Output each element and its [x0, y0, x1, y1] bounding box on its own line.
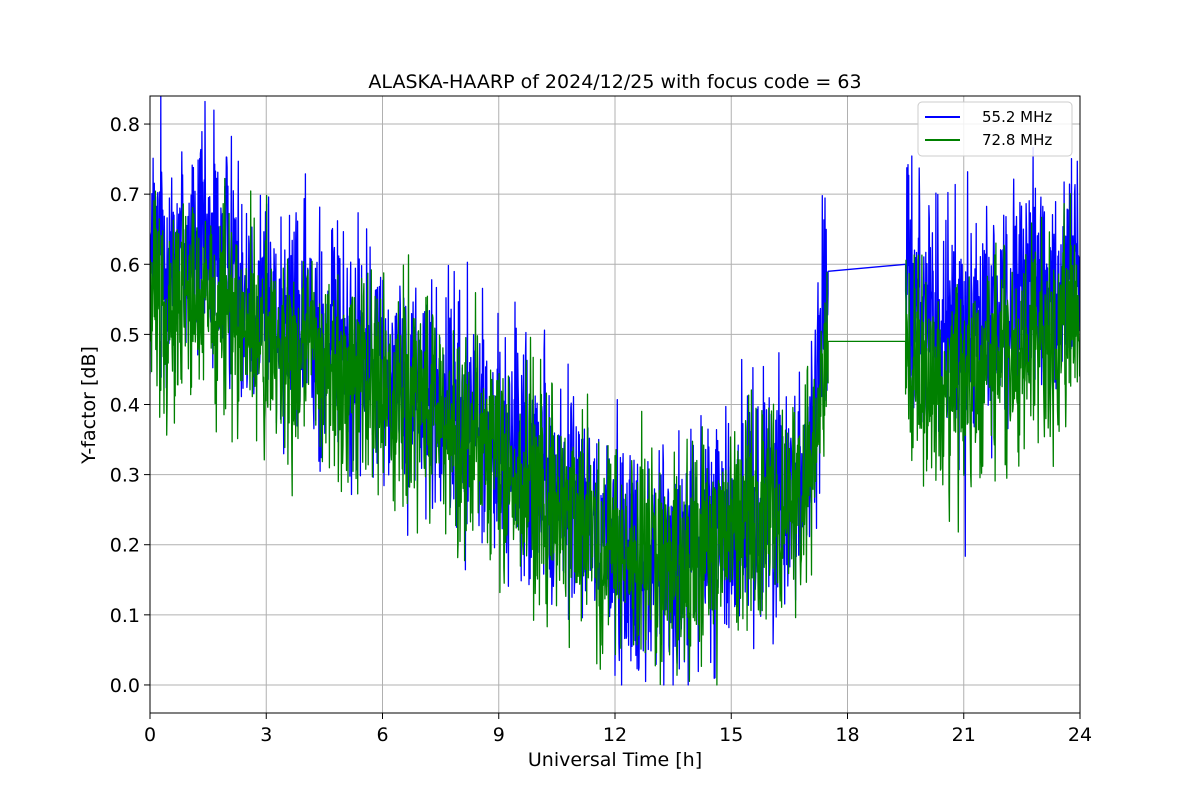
x-tick-label: 0	[144, 724, 156, 746]
y-tick-label: 0.4	[110, 395, 140, 417]
series-line-72mhz	[150, 177, 1080, 686]
y-tick-label: 0.0	[110, 675, 140, 697]
y-tick-label: 0.1	[110, 605, 140, 627]
legend: 55.2 MHz 72.8 MHz	[917, 101, 1073, 157]
y-tick-label: 0.8	[110, 114, 140, 136]
legend-label-72mhz: 72.8 MHz	[982, 131, 1052, 149]
y-axis-label: Y-factor [dB]	[78, 346, 100, 465]
x-axis-label: Universal Time [h]	[528, 749, 702, 771]
legend-box	[917, 101, 1073, 157]
y-tick-label: 0.7	[110, 184, 140, 206]
x-tick-label: 12	[603, 724, 627, 746]
y-tick-label: 0.5	[110, 324, 140, 346]
legend-label-55mhz: 55.2 MHz	[982, 108, 1052, 126]
x-tick-label: 6	[376, 724, 388, 746]
x-tick-label: 21	[952, 724, 976, 746]
x-tick-label: 18	[835, 724, 859, 746]
x-tick-label: 9	[493, 724, 505, 746]
x-tick-label: 15	[719, 724, 743, 746]
x-tick-label: 3	[260, 724, 272, 746]
y-tick-label: 0.2	[110, 535, 140, 557]
series-layer	[150, 96, 1080, 686]
axis-ticks: 0 3 6 9 12 15 18 21 24 0.0 0.1 0.2 0.3 0.4 0.5 0.6 0.7 0.…	[110, 114, 1092, 746]
y-tick-label: 0.3	[110, 465, 140, 487]
x-tick-label: 24	[1068, 724, 1092, 746]
y-tick-label: 0.6	[110, 254, 140, 276]
chart-title: ALASKA-HAARP of 2024/12/25 with focus co…	[368, 71, 861, 93]
